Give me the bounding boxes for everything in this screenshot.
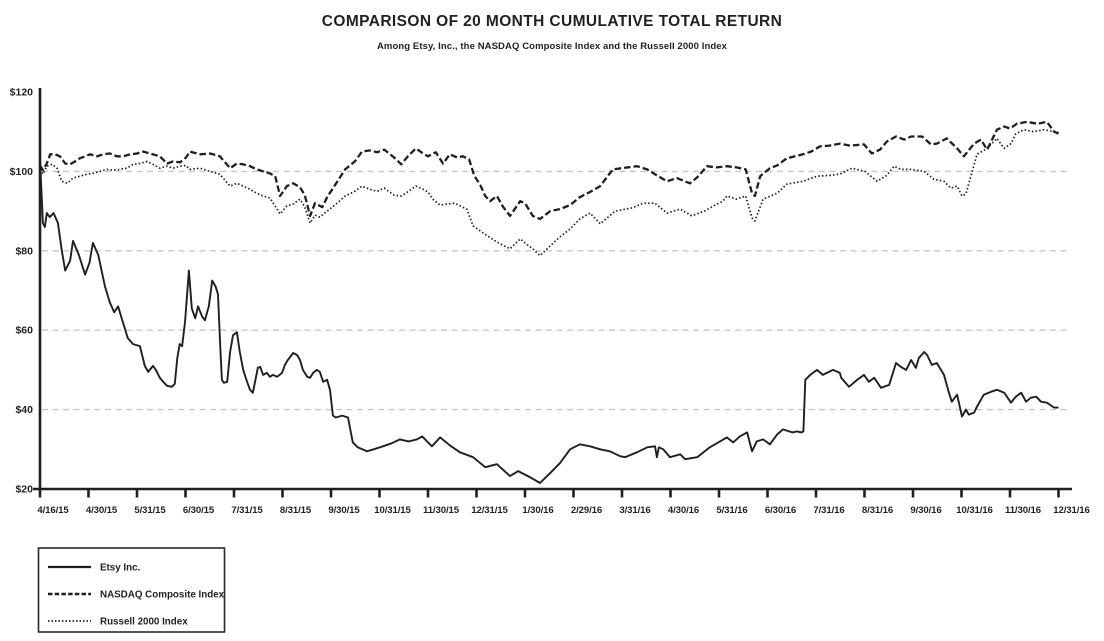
y-tick-label: $20 [15,484,33,496]
series-line-russell-2000-index [39,128,1059,257]
legend-label: Russell 2000 Index [100,617,188,628]
x-tick-label: 4/30/16 [668,505,699,516]
y-tick-label: $40 [15,404,33,416]
x-tick-label: 9/30/15 [328,505,360,516]
x-tick-label: 10/31/16 [956,505,993,516]
x-tick-label: 4/30/15 [86,505,118,516]
chart-title: COMPARISON OF 20 MONTH CUMULATIVE TOTAL … [321,13,783,30]
y-tick-label: $60 [15,325,33,337]
x-tick-label: 11/30/16 [1005,505,1041,516]
x-tick-label: 5/31/15 [134,505,166,516]
x-tick-label: 6/30/15 [183,505,215,516]
x-tick-label: 4/16/15 [37,505,69,516]
x-tick-label: 12/31/15 [471,505,508,516]
y-tick-label: $80 [15,245,33,257]
series-line-etsy-inc [39,159,1059,484]
x-tick-label: 10/31/15 [374,505,411,516]
x-tick-label: 8/31/15 [280,505,312,516]
legend-label: Etsy Inc. [100,563,141,574]
x-tick-label: 2/29/16 [571,505,602,516]
x-tick-label: 8/31/16 [862,505,893,516]
x-tick-label: 6/30/16 [765,505,796,516]
x-tick-label: 7/31/15 [231,505,263,516]
x-tick-label: 9/30/16 [910,505,941,516]
series-line-nasdaq-composite-index [39,120,1059,221]
legend-label: NASDAQ Composite Index [100,590,225,601]
x-tick-label: 5/31/16 [716,505,747,516]
x-tick-label: 12/31/16 [1053,505,1090,516]
chart-subtitle: Among Etsy, Inc., the NASDAQ Composite I… [376,41,728,52]
y-tick-label: $120 [10,87,34,99]
x-tick-label: 7/31/16 [813,505,844,516]
y-tick-label: $100 [10,166,34,178]
x-tick-label: 1/30/16 [522,505,553,516]
legend-box [37,547,226,633]
x-tick-label: 3/31/16 [619,505,650,516]
x-tick-label: 11/30/15 [423,505,460,516]
